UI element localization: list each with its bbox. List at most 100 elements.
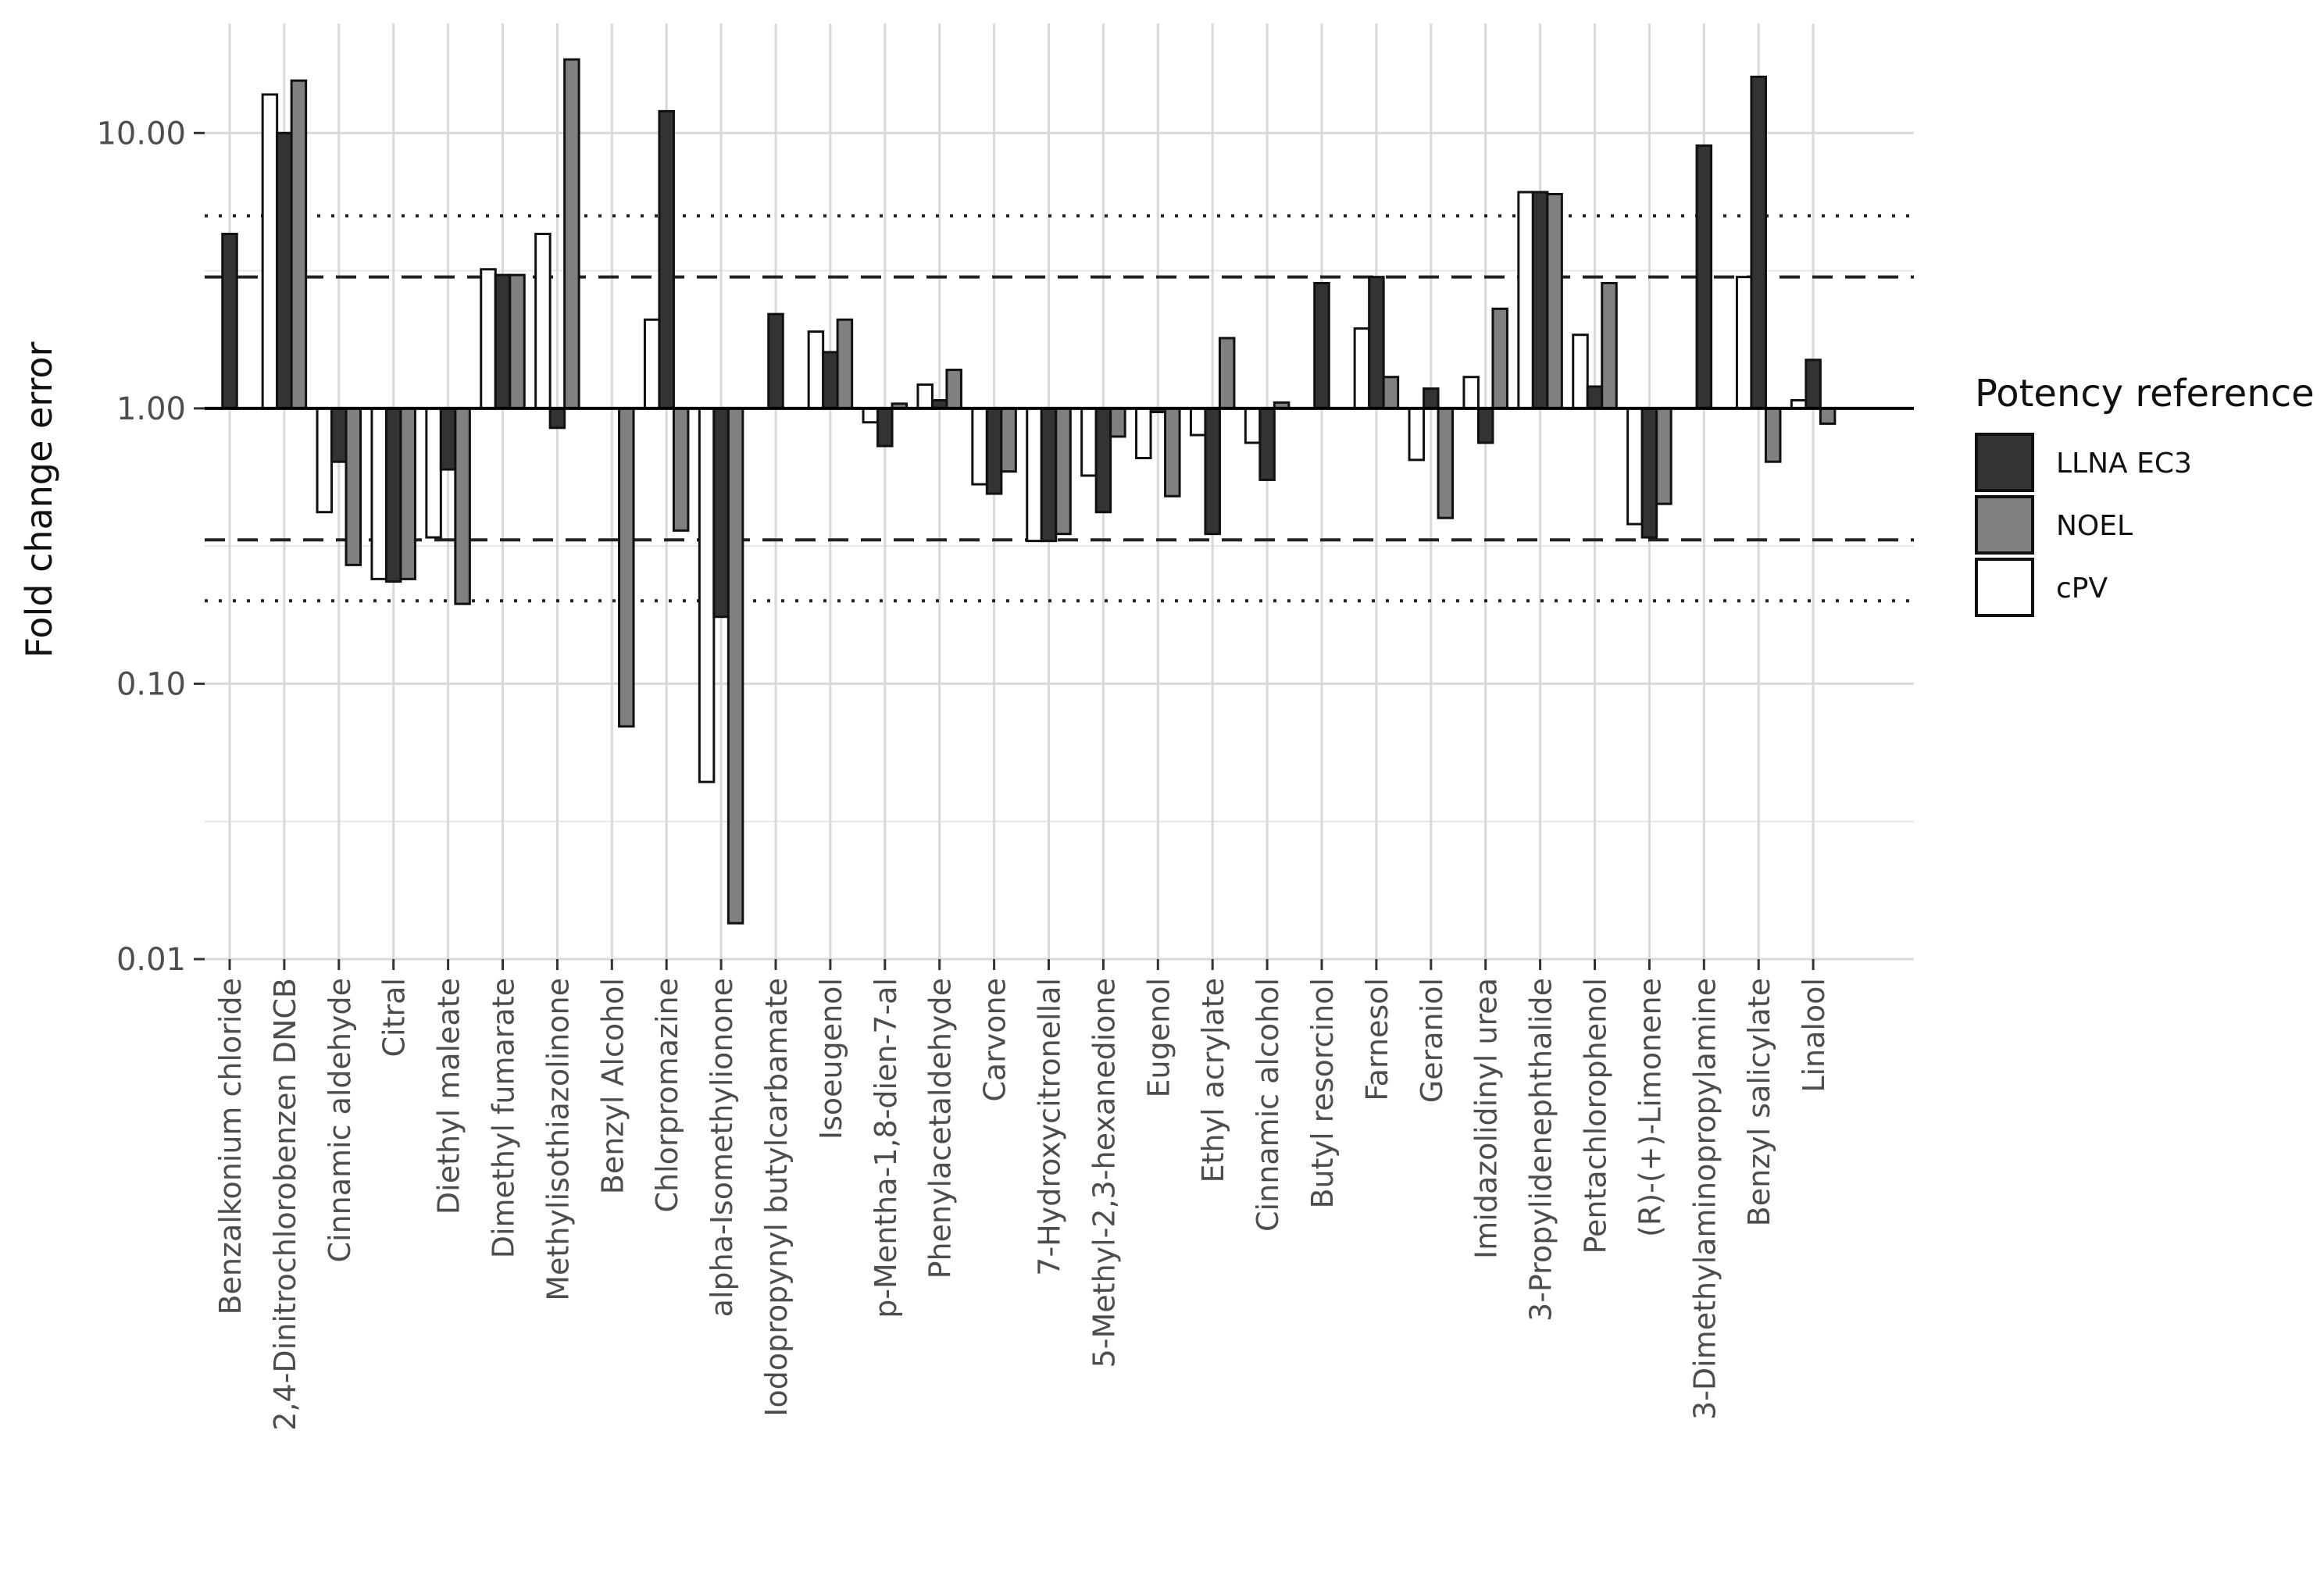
x-axis: Benzalkonium chloride 2,4-Dinitrochlorobe… — [213, 959, 1831, 1431]
bar-llna-ec3 — [1040, 407, 1058, 543]
x-tick-label: Eugenol — [1141, 978, 1176, 1097]
bar-cpv — [316, 407, 334, 514]
x-tick-label: 3-Dimethylaminopropylamine — [1687, 978, 1722, 1420]
legend-title: Potency reference — [1975, 372, 2315, 416]
y-tick-label: 0.10 — [116, 666, 186, 702]
x-tick-label: 2,4-Dinitrochlorobenzen DNCB — [268, 978, 302, 1431]
legend: Potency reference LLNA EC3 NOEL cPV — [1975, 372, 2315, 617]
bar-noel — [1546, 193, 1563, 410]
x-tick-label: Chlorpromazine — [650, 978, 684, 1212]
bar-noel — [1164, 407, 1181, 498]
bar-llna-ec3 — [1423, 387, 1440, 410]
bar-noel — [726, 407, 744, 925]
x-tick-label: alpha-Isomethylionone — [705, 978, 739, 1317]
y-axis-label: Fold change error — [18, 341, 60, 658]
bar-noel — [1655, 407, 1672, 505]
x-tick-label: Dimethyl fumarate — [487, 978, 521, 1258]
legend-swatch — [1975, 558, 2034, 617]
bar-llna-ec3 — [548, 407, 566, 430]
x-tick-label: Benzyl salicylate — [1742, 978, 1776, 1226]
y-tick-label: 10.00 — [96, 116, 186, 152]
bar-cpv — [480, 268, 497, 410]
x-tick-label: Carvone — [978, 978, 1012, 1102]
bar-cpv — [425, 407, 442, 539]
bar-llna-ec3 — [1695, 144, 1713, 410]
bar-llna-ec3 — [822, 351, 839, 410]
bar-cpv — [1517, 191, 1534, 410]
x-tick-label: 7-Hydroxycitronellal — [1033, 978, 1067, 1276]
bar-cpv — [1353, 327, 1371, 410]
bar-llna-ec3 — [712, 407, 730, 619]
bar-cpv — [1026, 407, 1043, 543]
legend-swatch — [1975, 433, 2034, 492]
x-tick-label: Methylisothiazolinone — [541, 978, 575, 1301]
bar-cpv — [1189, 407, 1207, 437]
x-tick-label: Imidazolidinyl urea — [1469, 978, 1504, 1259]
bar-llna-ec3 — [1531, 191, 1549, 410]
bar-noel — [344, 407, 362, 566]
bar-noel — [672, 407, 690, 532]
y-tick-label: 0.01 — [116, 942, 186, 978]
bar-llna-ec3 — [1204, 407, 1221, 536]
bar-noel — [618, 407, 635, 728]
bar-llna-ec3 — [1640, 407, 1658, 539]
bar-llna-ec3 — [1258, 407, 1276, 481]
bar-noel — [454, 407, 471, 605]
bar-cpv — [1080, 407, 1098, 477]
bar-llna-ec3 — [1476, 407, 1494, 444]
bar-noel — [1819, 407, 1837, 425]
bar-llna-ec3 — [767, 312, 784, 410]
bar-noel — [1218, 337, 1236, 410]
bar-llna-ec3 — [1313, 282, 1330, 410]
bar-cpv — [807, 330, 825, 410]
x-tick-label: Linalool — [1797, 978, 1831, 1093]
bar-cpv — [971, 407, 988, 486]
bar-llna-ec3 — [658, 109, 675, 410]
x-tick-label: Isoeugenol — [814, 978, 848, 1140]
bar-llna-ec3 — [1805, 358, 1822, 410]
bar-cpv — [1626, 407, 1644, 526]
x-tick-label: Ethyl acrylate — [1196, 978, 1230, 1183]
bar-noel — [1601, 282, 1618, 410]
bar-noel — [945, 369, 962, 410]
bar-noel — [1109, 407, 1126, 438]
bar-noel — [1000, 407, 1017, 473]
legend-label: NOEL — [2056, 510, 2133, 542]
legend-swatch — [1975, 495, 2034, 555]
legend-label: LLNA EC3 — [2056, 448, 2192, 480]
bar-llna-ec3 — [384, 407, 402, 583]
bar-noel — [563, 58, 580, 410]
x-tick-label: Citral — [377, 978, 412, 1057]
x-tick-label: Benzalkonium chloride — [213, 978, 248, 1315]
bar-noel — [1382, 376, 1400, 410]
bar-cpv — [1244, 407, 1262, 444]
bar-cpv — [534, 233, 552, 410]
bar-llna-ec3 — [439, 407, 457, 471]
bar-cpv — [1735, 276, 1753, 410]
x-tick-label: Diethyl maleate — [432, 978, 466, 1215]
bar-cpv — [1408, 407, 1426, 462]
bar-noel — [509, 273, 526, 410]
bar-noel — [1437, 407, 1455, 519]
bar-llna-ec3 — [985, 407, 1003, 495]
legend-label: cPV — [2056, 572, 2108, 605]
bar-llna-ec3 — [1368, 276, 1385, 410]
bar-llna-ec3 — [330, 407, 348, 463]
bar-noel — [836, 318, 854, 410]
bar-cpv — [1462, 376, 1480, 410]
x-tick-label: Pentachlorophenol — [1579, 978, 1613, 1254]
bar-cpv — [862, 407, 880, 424]
bar-cpv — [1572, 334, 1589, 410]
x-tick-label: Iodopropynyl butylcarbamate — [759, 978, 794, 1417]
x-tick-label: Benzyl Alcohol — [595, 978, 630, 1194]
y-tick-label: 1.00 — [116, 391, 186, 427]
bar-cpv — [916, 383, 934, 410]
bar-llna-ec3 — [1750, 75, 1767, 410]
x-tick-label: (R)-(+)-Limonene — [1633, 978, 1667, 1237]
y-axis: 0.01 0.10 1.00 10.00 — [96, 116, 205, 978]
bar-noel — [1491, 307, 1508, 410]
bars — [221, 58, 1837, 925]
bar-llna-ec3 — [1094, 407, 1112, 514]
bar-llna-ec3 — [876, 407, 894, 448]
